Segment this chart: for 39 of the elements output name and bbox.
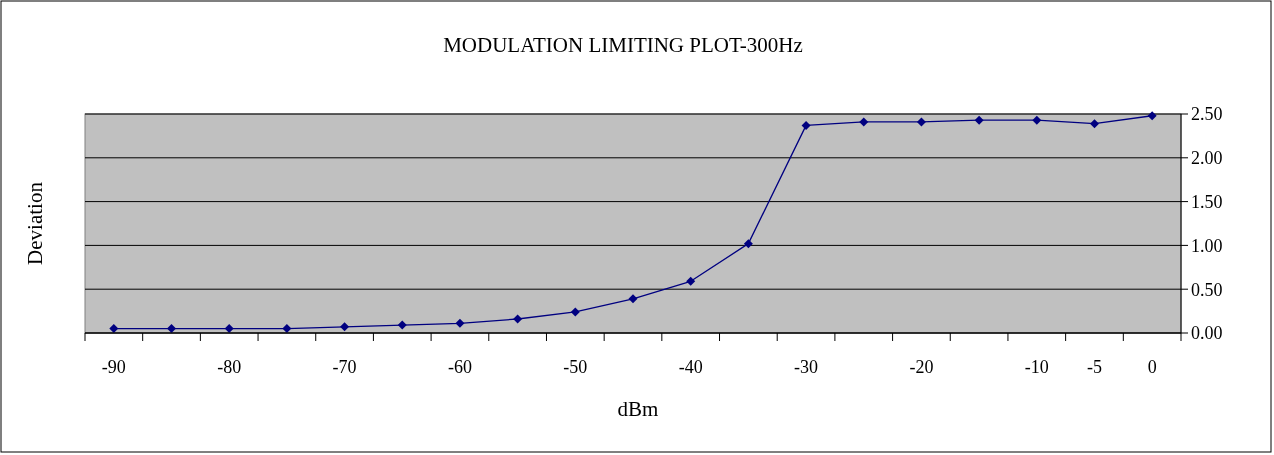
point bbox=[455, 318, 465, 328]
point bbox=[167, 324, 177, 334]
x-tick-label: -80 bbox=[217, 357, 242, 377]
point bbox=[109, 324, 119, 334]
x-axis-title: dBm bbox=[617, 397, 659, 421]
y-tick-label: 2.00 bbox=[1191, 148, 1223, 169]
y-tick-label: 1.50 bbox=[1191, 191, 1223, 212]
point bbox=[1147, 111, 1157, 121]
x-tick-label: -60 bbox=[447, 357, 472, 377]
point bbox=[340, 322, 350, 332]
point bbox=[224, 324, 234, 334]
x-tick-label: -90 bbox=[101, 357, 126, 377]
x-tick-label: -30 bbox=[794, 357, 819, 377]
y-tick-label: 0.50 bbox=[1191, 279, 1223, 300]
x-tick-label: -70 bbox=[332, 357, 357, 377]
point bbox=[397, 320, 407, 330]
point bbox=[513, 314, 523, 324]
x-tick-label: -10 bbox=[1024, 357, 1049, 377]
y-tick-label: 0.00 bbox=[1191, 323, 1223, 344]
x-tick-label: -40 bbox=[678, 357, 703, 377]
point bbox=[1032, 115, 1042, 125]
x-tick-label: 0 bbox=[1147, 357, 1157, 377]
x-tick-label: -5 bbox=[1086, 357, 1102, 377]
y-tick-label: 1.00 bbox=[1191, 235, 1223, 256]
point bbox=[859, 117, 869, 127]
chart-title: MODULATION LIMITING PLOT-300Hz bbox=[443, 33, 803, 57]
point bbox=[282, 324, 292, 334]
x-tick-label: -50 bbox=[563, 357, 588, 377]
point bbox=[743, 239, 753, 249]
point bbox=[628, 294, 638, 304]
point bbox=[1089, 119, 1099, 129]
x-tick-label: -20 bbox=[909, 357, 934, 377]
point bbox=[974, 115, 984, 125]
point bbox=[570, 307, 580, 317]
point bbox=[801, 120, 811, 130]
y-axis-title: Deviation bbox=[23, 181, 47, 265]
point bbox=[686, 276, 696, 286]
y-tick-label: 2.50 bbox=[1191, 104, 1223, 125]
point bbox=[916, 117, 926, 127]
